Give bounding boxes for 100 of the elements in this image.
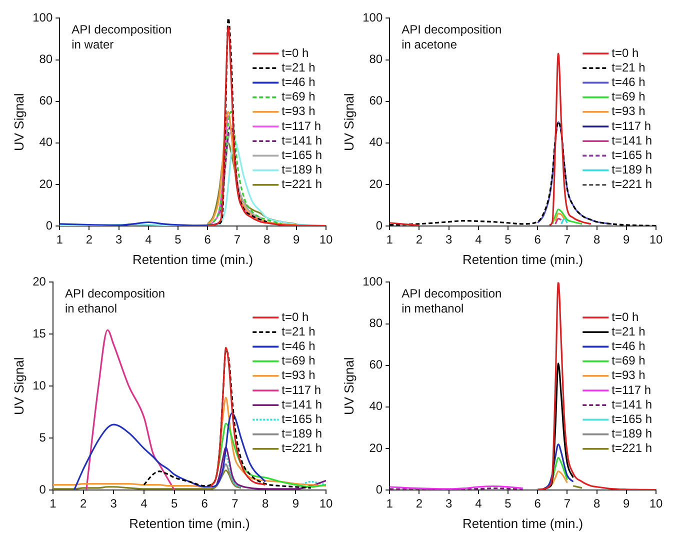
line-series [552,208,583,225]
legend-label: t=21 h [612,324,646,338]
y-tick-label: 20 [369,176,383,191]
x-tick-label: 6 [204,232,212,247]
legend-label: t=0 h [612,46,639,60]
x-tick-label: 5 [174,232,182,247]
line-series [542,443,574,490]
x-tick-label: 2 [416,496,423,511]
legend-label: t=141 h [282,133,322,148]
x-tick-label: 10 [649,232,663,247]
line-series [52,469,242,490]
line-series [210,346,266,488]
legend-label: t=93 h [612,104,646,118]
legend-label: t=189 h [612,162,652,177]
text: API decomposition in methanol [402,286,502,316]
y-tick-label: 60 [39,94,53,108]
y-tick-label: 40 [369,399,383,414]
y-tick-label: 0 [376,218,383,232]
legend-label: t=221 h [282,177,322,192]
x-tick-label: 6 [201,496,208,511]
y-tick-label: 40 [369,135,383,150]
legend-label: t=69 h [612,90,646,104]
x-tick-label: 8 [593,232,600,247]
legend-label: t=221 h [282,441,322,456]
legend-label: t=165 h [612,412,652,426]
legend-label: t=221 h [612,441,652,456]
legend-label: t=189 h [612,426,652,441]
text: API decomposition in ethanol [64,286,166,316]
x-axis-title: Retention time (min.) [462,252,584,267]
x-axis-title: Retention time (min.) [462,516,584,531]
y-tick-label: 100 [362,10,383,25]
legend-label: t=117 h [612,118,652,133]
line-series [206,110,282,226]
legend-label: t=0 h [612,310,639,324]
x-tick-label: 4 [475,496,482,511]
y-tick-label: 80 [369,316,383,330]
y-tick-label: 100 [32,10,53,25]
text: API decomposition in water [72,22,172,52]
y-axis-title: UV Signal [341,93,356,152]
x-tick-label: 5 [170,496,178,511]
legend-label: t=46 h [282,339,316,354]
x-tick-label: 7 [232,496,239,511]
x-tick-label: 4 [145,232,152,247]
line-series [73,412,266,490]
x-tick-label: 10 [319,232,333,247]
x-tick-label: 7 [564,496,571,511]
x-tick-label: 2 [86,232,93,247]
y-tick-label: 40 [39,135,53,150]
legend-label: t=0 h [282,46,309,60]
x-tick-label: 9 [623,496,630,511]
x-tick-label: 4 [475,232,482,247]
line-series [86,329,176,490]
legend-label: t=141 h [612,397,652,412]
x-tick-label: 3 [445,232,452,247]
x-tick-label: 8 [263,232,270,247]
y-tick-label: 100 [362,274,383,289]
legend-label: t=117 h [282,382,322,397]
x-axis-title: Retention time (min.) [129,516,250,531]
legend-label: t=46 h [612,75,646,90]
legend-label: t=165 h [282,148,322,162]
y-tick-label: 0 [39,482,46,496]
y-tick-label: 60 [369,358,383,372]
x-tick-label: 3 [445,496,452,511]
y-tick-label: 20 [39,176,53,191]
y-tick-label: 80 [369,52,383,66]
x-axis-title: Retention time (min.) [132,252,254,267]
x-tick-label: 1 [50,496,57,511]
x-tick-label: 3 [110,496,118,511]
y-tick-label: 0 [376,482,383,496]
y-tick-label: 15 [32,326,46,340]
line-series [52,396,326,488]
line-series [206,26,326,226]
x-tick-label: 5 [504,232,512,247]
x-tick-label: 5 [504,496,512,511]
x-tick-label: 7 [564,232,571,247]
legend-label: t=117 h [612,382,652,397]
legend-label: t=21 h [612,60,646,74]
x-tick-label: 9 [623,232,630,247]
line-series [216,422,326,488]
y-axis-title: UV Signal [11,93,26,152]
legend-label: t=141 h [612,133,652,148]
line-series [554,212,566,222]
legend-label: t=21 h [282,324,316,338]
line-series [218,18,268,225]
y-tick-label: 80 [39,52,53,66]
x-tick-label: 1 [56,232,64,247]
legend-label: t=21 h [282,60,316,74]
y-tick-label: 0 [46,218,53,232]
legend-label: t=93 h [282,104,316,118]
legend-label: t=46 h [612,339,646,354]
x-tick-label: 1 [386,496,394,511]
legend-label: t=189 h [282,162,322,177]
legend-label: t=189 h [282,426,322,441]
legend-label: t=46 h [282,75,316,90]
text: API decomposition in acetone [402,22,502,52]
x-tick-label: 4 [140,496,148,511]
x-tick-label: 6 [534,496,542,511]
legend-label: t=69 h [282,354,316,368]
y-axis-title: UV Signal [11,357,26,416]
x-tick-label: 8 [593,496,600,511]
